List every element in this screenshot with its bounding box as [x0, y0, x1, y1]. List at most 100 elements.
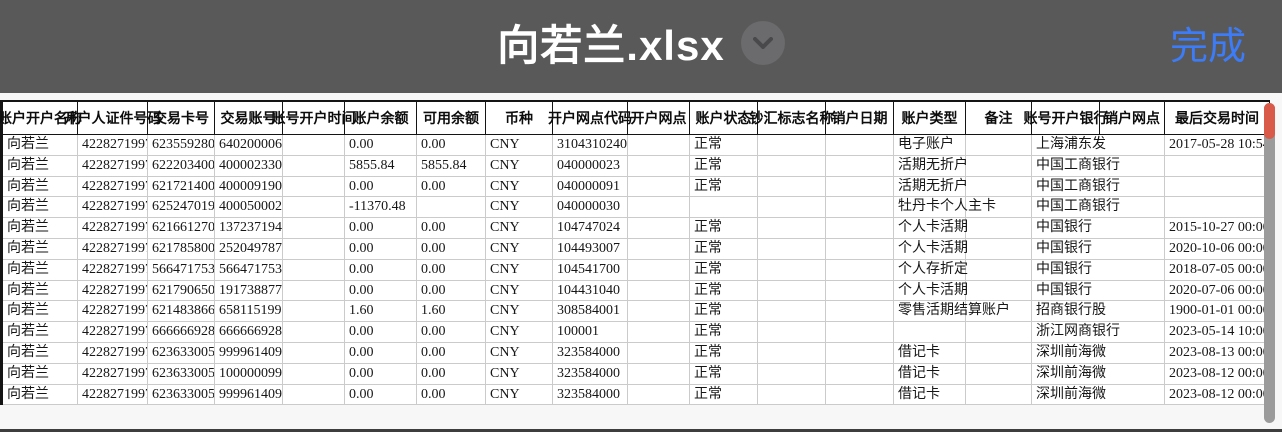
cell-status[interactable]: 正常 — [690, 259, 758, 281]
cell-balance[interactable]: 0.00 — [345, 238, 417, 260]
cell-last_transaction[interactable] — [1165, 155, 1270, 177]
cell-account_type[interactable]: 个人存折定 — [894, 259, 968, 281]
cell-account_number[interactable]: 999961409 — [215, 342, 283, 364]
cell-remark[interactable] — [966, 155, 1032, 177]
cell-card_number[interactable]: 566471753 — [148, 259, 215, 281]
cell-account_number[interactable]: 100000099 — [215, 363, 283, 385]
cell-card_number[interactable]: 621483866 — [148, 301, 215, 323]
cell-branch_code[interactable]: 104747024 — [553, 218, 628, 239]
cell-name[interactable]: 向若兰 — [3, 301, 78, 323]
cell-last_transaction[interactable]: 2023-08-13 00:00:00 — [1165, 342, 1270, 364]
cell-name[interactable]: 向若兰 — [3, 259, 78, 281]
column-header-14[interactable]: 账户类型 — [894, 100, 966, 135]
cell-branch[interactable] — [628, 363, 690, 385]
cell-fx_flag[interactable] — [758, 135, 826, 156]
cell-branch[interactable] — [628, 259, 690, 281]
cell-status[interactable]: 正常 — [690, 280, 758, 302]
cell-branch[interactable] — [628, 155, 690, 177]
cell-name[interactable]: 向若兰 — [3, 363, 78, 385]
cell-account_type[interactable]: 个人卡活期 — [894, 280, 968, 302]
cell-balance[interactable]: 0.00 — [345, 135, 417, 156]
cell-open_time[interactable] — [283, 176, 345, 198]
cell-open_time[interactable] — [283, 322, 345, 343]
cell-balance[interactable]: 0.00 — [345, 322, 417, 343]
cell-branch[interactable] — [628, 135, 690, 156]
cell-close_date[interactable] — [826, 384, 894, 406]
cell-status[interactable]: 正常 — [690, 301, 758, 323]
cell-close_date[interactable] — [826, 155, 894, 177]
cell-branch_code[interactable]: 323584000 — [553, 342, 628, 364]
cell-name[interactable]: 向若兰 — [3, 280, 78, 302]
column-header-11[interactable]: 账户状态 — [690, 100, 758, 135]
cell-id_number[interactable]: 4228271997 — [78, 155, 148, 177]
title-dropdown-button[interactable] — [740, 20, 785, 65]
cell-currency[interactable]: CNY — [486, 322, 553, 343]
cell-last_transaction[interactable] — [1165, 176, 1270, 198]
cell-account_number[interactable]: 6402000068 — [215, 135, 283, 156]
cell-id_number[interactable]: 4228271997 — [78, 259, 148, 281]
cell-account_type[interactable]: 活期无折户 — [894, 155, 968, 177]
cell-balance[interactable]: 0.00 — [345, 280, 417, 302]
cell-branch[interactable] — [628, 218, 690, 239]
cell-name[interactable]: 向若兰 — [3, 384, 78, 406]
cell-currency[interactable]: CNY — [486, 197, 553, 219]
cell-currency[interactable]: CNY — [486, 363, 553, 385]
cell-available[interactable]: 0.00 — [417, 342, 486, 364]
cell-bank[interactable]: 中国银行 — [1032, 280, 1165, 302]
cell-bank[interactable]: 中国工商银行 — [1032, 176, 1165, 198]
cell-currency[interactable]: CNY — [486, 238, 553, 260]
cell-available[interactable]: 1.60 — [417, 301, 486, 323]
cell-branch[interactable] — [628, 342, 690, 364]
cell-branch[interactable] — [628, 301, 690, 323]
cell-name[interactable]: 向若兰 — [3, 218, 78, 239]
cell-account_number[interactable]: 400002330 — [215, 155, 283, 177]
cell-available[interactable]: 5855.84 — [417, 155, 486, 177]
cell-remark[interactable] — [966, 197, 1032, 219]
cell-branch_code[interactable]: 3104310240 — [553, 135, 628, 156]
cell-available[interactable]: 0.00 — [417, 384, 486, 406]
cell-close_date[interactable] — [826, 197, 894, 219]
cell-available[interactable]: 0.00 — [417, 176, 486, 198]
cell-bank[interactable]: 中国银行 — [1032, 218, 1165, 239]
cell-balance[interactable]: -11370.48 — [345, 197, 417, 219]
cell-id_number[interactable]: 4228271997 — [78, 301, 148, 323]
cell-branch_code[interactable]: 104431040 — [553, 280, 628, 302]
column-header-3[interactable]: 交易卡号 — [148, 100, 215, 135]
cell-account_number[interactable]: 666666928 — [215, 322, 283, 343]
cell-last_transaction[interactable]: 2023-08-12 00:00:00 — [1165, 384, 1270, 406]
cell-currency[interactable]: CNY — [486, 259, 553, 281]
cell-remark[interactable] — [966, 301, 1032, 323]
cell-branch[interactable] — [628, 384, 690, 406]
cell-fx_flag[interactable] — [758, 384, 826, 406]
cell-bank[interactable]: 招商银行股 — [1032, 301, 1165, 323]
cell-card_number[interactable]: 621790650 — [148, 280, 215, 302]
cell-status[interactable]: 正常 — [690, 135, 758, 156]
cell-open_time[interactable] — [283, 280, 345, 302]
cell-id_number[interactable]: 4228271997 — [78, 322, 148, 343]
cell-remark[interactable] — [966, 238, 1032, 260]
cell-open_time[interactable] — [283, 342, 345, 364]
cell-open_time[interactable] — [283, 135, 345, 156]
cell-fx_flag[interactable] — [758, 197, 826, 219]
cell-branch_code[interactable]: 323584000 — [553, 363, 628, 385]
cell-fx_flag[interactable] — [758, 218, 826, 239]
cell-available[interactable]: 0.00 — [417, 363, 486, 385]
cell-bank[interactable]: 浙江网商银行 — [1032, 322, 1165, 343]
cell-close_date[interactable] — [826, 176, 894, 198]
cell-currency[interactable]: CNY — [486, 155, 553, 177]
cell-account_type[interactable]: 借记卡 — [894, 384, 966, 406]
cell-account_type[interactable]: 个人卡活期 — [894, 218, 968, 239]
cell-status[interactable]: 正常 — [690, 363, 758, 385]
cell-id_number[interactable]: 4228271997 — [78, 197, 148, 219]
cell-balance[interactable]: 1.60 — [345, 301, 417, 323]
cell-status[interactable]: 正常 — [690, 322, 758, 343]
cell-fx_flag[interactable] — [758, 238, 826, 260]
cell-close_date[interactable] — [826, 238, 894, 260]
cell-account_type[interactable]: 借记卡 — [894, 342, 966, 364]
cell-account_type[interactable]: 牡丹卡个人主卡 — [894, 197, 996, 219]
cell-last_transaction[interactable]: 2018-07-05 00:00:00 — [1165, 259, 1270, 281]
cell-available[interactable]: 0.00 — [417, 238, 486, 260]
cell-available[interactable]: 0.00 — [417, 218, 486, 239]
cell-id_number[interactable]: 4228271997 — [78, 363, 148, 385]
cell-account_number[interactable]: 566471753 — [215, 259, 283, 281]
